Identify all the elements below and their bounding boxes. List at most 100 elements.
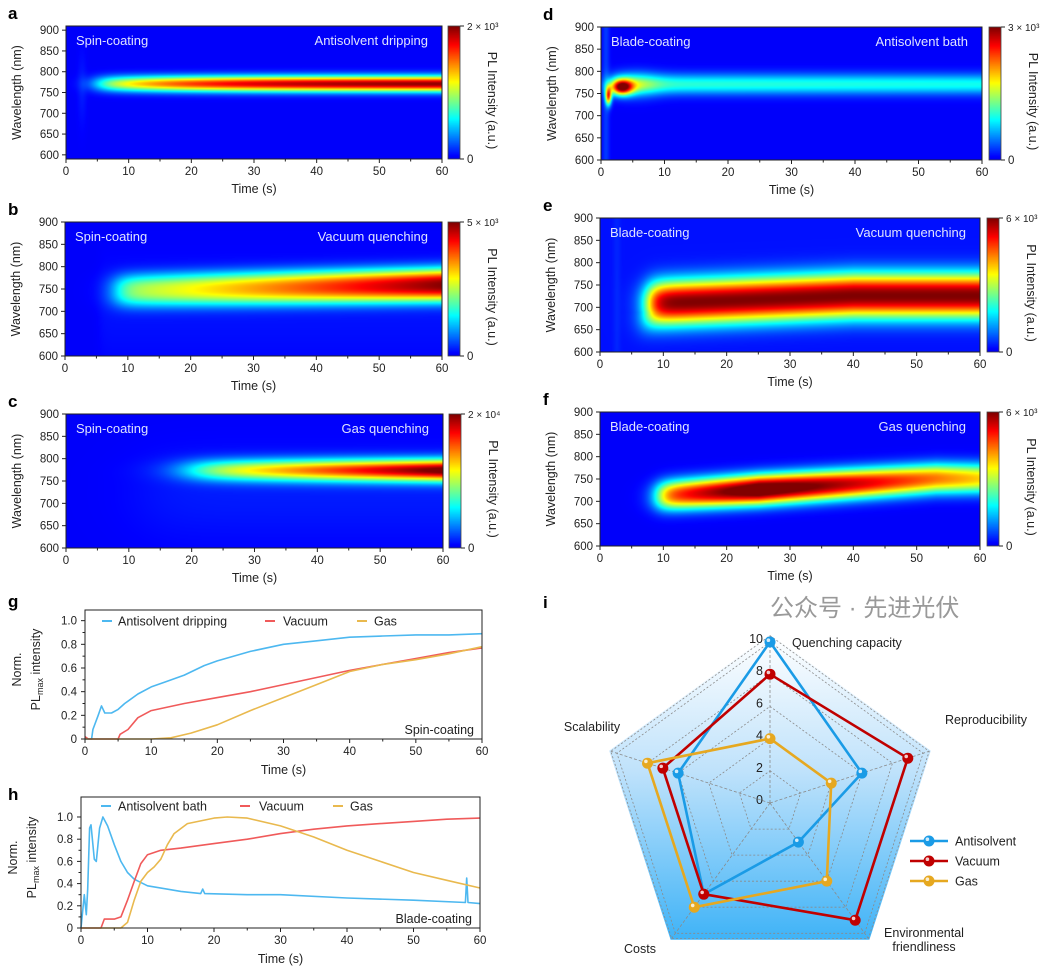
quenching-label: Vacuum quenching [856,225,966,240]
y-tick-label: 600 [39,351,58,363]
y-tick-label: 600 [574,541,593,553]
x-tick-label: 50 [912,167,925,179]
radar-grid-ring [616,641,924,934]
colorbar-a [448,26,460,159]
y-tick-label: 1.0 [57,812,73,824]
y-tick-label: 0.4 [57,879,74,891]
cbar-label: PL Intensity (a.u.) [486,440,500,538]
x-axis-label: Time (s) [769,183,814,197]
radar-grid-ring [677,705,863,882]
y-tick-label: 600 [40,150,59,162]
radar-chart: i 0 2 4 6 8 10 Quenching capacity Reproducibilit… [543,593,1028,956]
y-label-subscript: max [35,678,45,696]
x-tick-label: 50 [910,359,923,371]
x-tick-label: 30 [274,935,287,947]
y-tick-label: 0.8 [57,834,73,846]
cbar-min-label: 0 [467,154,473,166]
y-tick-label: 0 [71,734,77,746]
x-axis-label: Time (s) [261,763,306,777]
panel-letter: i [543,593,548,612]
radar-grid-ring [610,635,930,939]
x-tick-label: 0 [78,935,84,947]
heatmap-panel-b: b Spin-coating Vacuum quenching 0 10 20 30 40 50… [8,200,499,393]
y-tick-label: 750 [40,88,59,100]
y-tick-label: 0 [67,923,73,935]
y-tick-label: 0.8 [61,639,77,651]
y-tick-label: 650 [575,133,594,145]
legend-marker [923,875,935,887]
panel-letter: b [8,200,18,219]
y-label-pl: PL [25,883,39,898]
y-tick-label: 0.4 [61,687,78,699]
y-tick-label: 650 [574,325,593,337]
colorbar-d [989,27,1001,160]
radar-point-highlight [766,670,771,675]
panel-letter: a [8,4,18,23]
legend-marker-highlight [925,857,930,861]
radar-point-highlight [700,890,704,895]
radar-point-highlight [766,638,771,642]
radar-spoke [610,750,771,804]
colorbar-frame [986,411,1000,547]
legend-label: Vacuum [955,855,1000,869]
y-tick-label: 600 [575,155,594,167]
panel-letter: g [8,592,18,611]
colorbar-frame [986,217,1000,353]
radar-point [856,767,868,779]
heatmap-panel-e: e Blade-coating Vacuum quenching 0 10 20 30 40 5… [543,196,1038,389]
quenching-label: Antisolvent dripping [315,33,428,48]
cbar-label: PL Intensity (a.u.) [1024,244,1038,342]
cbar-max-label: 6 × 10³ [1006,408,1038,419]
y-axis-label: Wavelength (nm) [544,238,558,333]
radar-series-gas [646,737,833,909]
x-tick-label: 30 [784,553,797,565]
radar-scale-label: 10 [749,632,763,646]
y-tick-label: 650 [39,329,58,341]
radar-axis-label: Quenching capacity [792,636,903,650]
radar-spoke [769,750,930,804]
y-axis-label-line2: PLmax intensity [29,628,45,710]
radar-scale-label: 4 [756,729,763,743]
legend-marker [923,835,935,847]
y-tick-label: 0.2 [61,710,77,722]
y-tick-label: 0.2 [57,901,73,913]
legend-marker [923,855,935,867]
radar-point [764,733,776,745]
method-annotation: Spin-coating [405,723,475,737]
heatmap-panel-d: d Blade-coating Antisolvent bath 0 10 20 30 40 5… [543,5,1040,197]
cbar-min-label: 0 [467,351,473,363]
legend-label: Gas [374,615,397,629]
x-tick-label: 60 [436,363,449,375]
quenching-label: Gas quenching [879,419,966,434]
y-axis-label: Wavelength (nm) [10,45,24,140]
y-label-pl: PL [29,695,43,710]
radar-point-highlight [644,759,648,764]
heatmap-panel-c: c Spin-coating Gas quenching 0 10 20 30 40 50 60 6… [8,392,500,585]
radar-spoke [769,802,869,939]
y-tick-label: 700 [39,306,58,318]
y-label-rest: intensity [25,816,39,866]
x-tick-label: 10 [122,166,135,178]
y-tick-label: 1.0 [61,616,77,628]
heatmap-c [66,414,443,548]
colorbar-frame [447,221,461,357]
x-tick-label: 40 [343,746,356,758]
x-tick-label: 30 [785,167,798,179]
y-tick-label: 800 [40,454,59,466]
x-tick-label: 40 [847,359,860,371]
cbar-min-label: 0 [1006,541,1012,553]
heatmap-d [601,27,982,160]
legend-label: Gas [350,800,373,814]
legend-marker-highlight [925,877,930,881]
method-label: Spin-coating [75,229,147,244]
y-tick-label: 700 [574,302,593,314]
x-tick-label: 20 [185,166,198,178]
y-tick-label: 700 [575,111,594,123]
y-tick-label: 650 [40,129,59,141]
x-tick-label: 20 [208,935,221,947]
x-tick-label: 60 [974,359,987,371]
cbar-max-label: 5 × 10³ [467,218,499,229]
y-tick-label: 850 [574,429,593,441]
x-axis-label: Time (s) [767,569,812,583]
panel-letter: d [543,5,553,24]
